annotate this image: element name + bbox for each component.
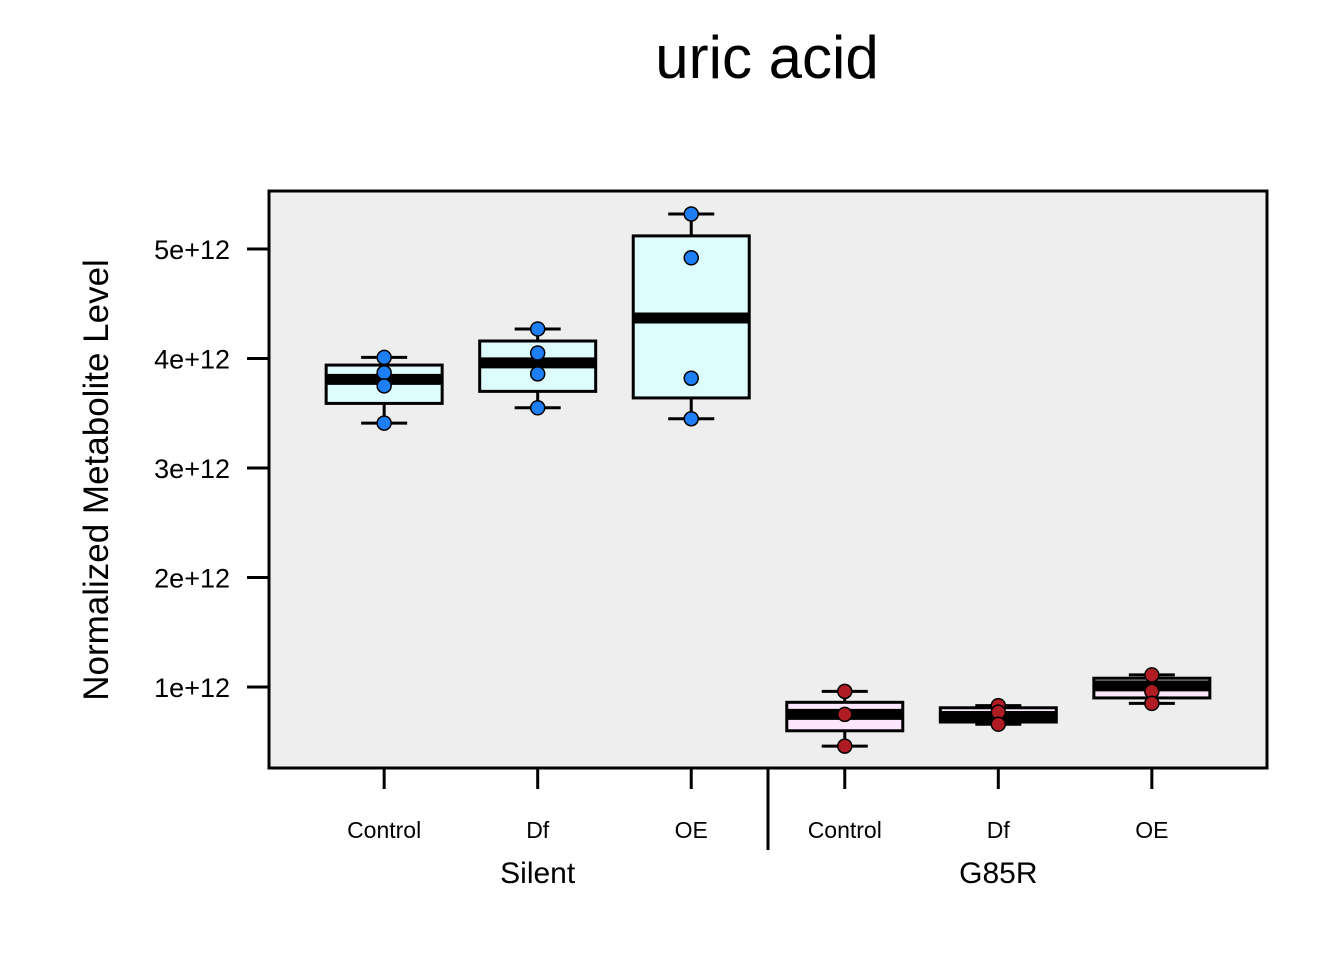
data-point (683, 250, 699, 266)
data-point (529, 400, 546, 416)
box-silent-df (478, 321, 598, 416)
box-g85r-oe (1092, 667, 1212, 712)
data-point (529, 321, 546, 337)
data-point (837, 683, 853, 700)
box-silent-oe (631, 206, 751, 427)
box-plots (324, 206, 1212, 754)
data-point (837, 738, 853, 754)
x-tick-label: OE (675, 817, 708, 843)
y-tick-label: 5e+12 (154, 235, 230, 265)
box-g85r-control (785, 683, 905, 754)
data-point (376, 349, 392, 366)
data-point (529, 366, 546, 382)
group-label: G85R (959, 857, 1037, 890)
data-point (837, 706, 853, 723)
data-point (1144, 695, 1160, 712)
data-point (1144, 667, 1160, 683)
y-tick-label: 1e+12 (154, 673, 230, 703)
data-point (529, 345, 546, 361)
y-axis-label: Normalized Metabolite Level (77, 259, 116, 701)
data-point (376, 415, 392, 431)
data-point (683, 410, 699, 427)
y-tick-label: 4e+12 (154, 345, 230, 375)
x-tick-label: Df (526, 817, 550, 843)
chart-title: uric acid (655, 24, 878, 91)
x-tick-label: Df (987, 817, 1011, 843)
x-tick-label: Control (808, 817, 882, 843)
data-point (683, 370, 699, 386)
data-point (683, 206, 699, 222)
box-silent-control (324, 349, 444, 431)
data-point (376, 378, 392, 394)
y-tick-label: 2e+12 (154, 563, 230, 593)
x-tick-label: Control (347, 817, 421, 843)
plot-area (267, 189, 1269, 770)
data-point (376, 364, 392, 381)
data-point (990, 716, 1007, 732)
box-g85r-df (938, 697, 1058, 732)
x-axis: Control Df OE Silent Control Df OE G85R (347, 768, 1168, 890)
y-tick-label: 3e+12 (154, 454, 230, 484)
y-axis: 1e+12 2e+12 3e+12 4e+12 5e+12 (154, 235, 269, 703)
x-tick-label: OE (1135, 817, 1168, 843)
group-label: Silent (500, 857, 576, 890)
